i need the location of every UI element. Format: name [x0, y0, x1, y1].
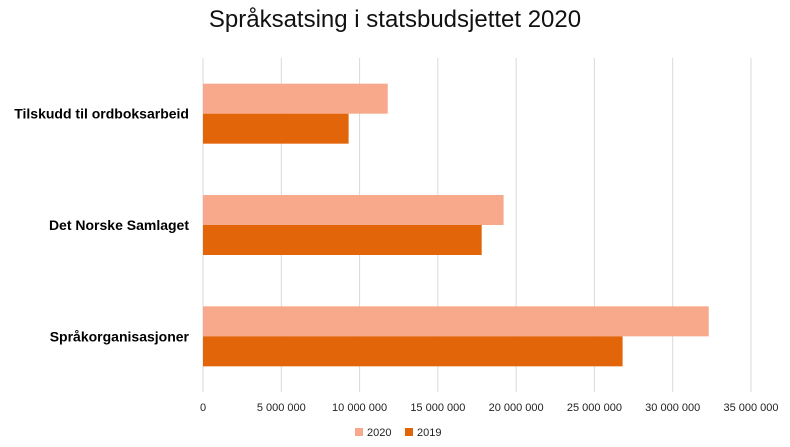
chart-title: Språksatsing i statsbudsjettet 2020 — [208, 6, 582, 33]
category-label: Språkorganisasjoner — [50, 328, 190, 344]
x-tick-label: 35 000 000 — [723, 402, 778, 414]
bar-2020 — [203, 306, 709, 337]
x-tick-label: 25 000 000 — [567, 402, 622, 414]
x-tick-label: 0 — [200, 402, 206, 414]
bar-2019 — [203, 113, 349, 144]
x-tick-label: 5 000 000 — [257, 402, 306, 414]
bar-2019 — [203, 225, 482, 255]
category-label: Tilskudd til ordboksarbeid — [14, 106, 189, 122]
legend-label: 2020 — [367, 427, 391, 439]
x-tick-label: 15 000 000 — [410, 402, 465, 414]
legend-swatch-2019 — [405, 428, 413, 436]
bar-2020 — [203, 195, 504, 225]
x-tick-label: 30 000 000 — [645, 402, 700, 414]
bar-2020 — [203, 83, 388, 114]
x-tick-label: 10 000 000 — [332, 402, 387, 414]
legend-label: 2019 — [417, 427, 441, 439]
legend-swatch-2020 — [355, 428, 363, 436]
bar-2019 — [203, 336, 623, 367]
x-tick-label: 20 000 000 — [489, 402, 544, 414]
category-label: Det Norske Samlaget — [49, 217, 189, 233]
